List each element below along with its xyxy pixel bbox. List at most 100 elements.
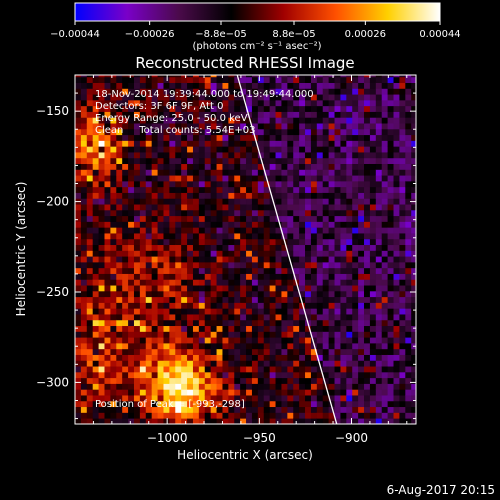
heatmap-cell xyxy=(299,325,306,332)
heatmap-cell xyxy=(210,308,217,315)
heatmap-cell xyxy=(399,175,406,182)
heatmap-cell xyxy=(364,169,371,176)
heatmap-cell xyxy=(240,395,247,402)
heatmap-cell xyxy=(322,76,330,83)
heatmap-cell xyxy=(163,215,170,222)
heatmap-cell xyxy=(228,238,235,246)
heatmap-cell xyxy=(405,209,412,217)
heatmap-cell xyxy=(110,400,117,408)
heatmap-cell xyxy=(222,140,229,147)
heatmap-cell xyxy=(340,325,347,332)
heatmap-cell xyxy=(198,354,206,361)
heatmap-cell xyxy=(246,82,253,89)
heatmap-cell xyxy=(310,111,318,118)
heatmap-cell xyxy=(80,134,88,141)
heatmap-cell xyxy=(151,354,158,361)
heatmap-cell xyxy=(151,366,158,373)
heatmap-cell xyxy=(358,371,365,379)
heatmap-cell xyxy=(322,406,330,413)
heatmap-cell xyxy=(251,186,259,193)
heatmap-cell xyxy=(381,261,389,269)
heatmap-cell xyxy=(322,261,330,269)
heatmap-cell xyxy=(399,244,406,251)
heatmap-cell xyxy=(104,395,111,402)
heatmap-cell xyxy=(334,169,341,176)
heatmap-cell xyxy=(198,267,206,274)
heatmap-cell xyxy=(240,371,247,379)
heatmap-cell xyxy=(216,412,223,419)
heatmap-cell xyxy=(240,186,247,193)
heatmap-cell xyxy=(216,128,223,136)
heatmap-cell xyxy=(98,354,105,361)
heatmap-cell xyxy=(387,389,394,396)
heatmap-cell xyxy=(293,348,300,355)
heatmap-cell xyxy=(234,256,241,263)
heatmap-cell xyxy=(128,354,135,361)
heatmap-cell xyxy=(98,94,105,101)
heatmap-cell xyxy=(299,418,306,424)
heatmap-cell xyxy=(328,227,335,234)
heatmap-cell xyxy=(246,256,253,263)
heatmap-cell xyxy=(163,117,170,124)
heatmap-cell xyxy=(246,308,253,315)
heatmap-cell xyxy=(169,198,176,205)
heatmap-cell xyxy=(110,117,117,124)
heatmap-cell xyxy=(305,180,312,188)
heatmap-cell xyxy=(151,198,158,205)
heatmap-cell xyxy=(198,76,206,83)
heatmap-cell xyxy=(364,308,371,315)
heatmap-cell xyxy=(287,308,294,315)
heatmap-cell xyxy=(75,273,82,280)
heatmap-cell xyxy=(228,75,235,78)
heatmap-cell xyxy=(234,146,241,153)
heatmap-cell xyxy=(145,383,153,390)
heatmap-cell xyxy=(216,99,223,107)
heatmap-cell xyxy=(246,290,253,298)
heatmap-cell xyxy=(310,221,318,228)
heatmap-cell xyxy=(346,215,353,222)
heatmap-cell xyxy=(75,123,82,130)
heatmap-cell xyxy=(257,169,265,176)
heatmap-cell xyxy=(381,412,389,419)
heatmap-cell xyxy=(405,366,412,373)
heatmap-cell xyxy=(187,418,194,424)
heatmap-cell xyxy=(133,152,141,159)
heatmap-cell xyxy=(269,400,276,408)
heatmap-cell xyxy=(310,406,318,413)
heatmap-cell xyxy=(157,192,164,199)
heatmap-cell xyxy=(169,244,176,251)
heatmap-cell xyxy=(281,377,288,384)
heatmap-cell xyxy=(80,244,88,251)
heatmap-cell xyxy=(175,140,182,147)
heatmap-cell xyxy=(80,256,88,263)
heatmap-cell xyxy=(157,418,164,424)
heatmap-cell xyxy=(116,215,123,222)
heatmap-cell xyxy=(411,279,416,286)
heatmap-cell xyxy=(139,169,147,176)
heatmap-cell xyxy=(216,180,223,188)
heatmap-cell xyxy=(86,261,94,269)
heatmap-cell xyxy=(157,146,164,153)
heatmap-cell xyxy=(275,371,282,379)
heatmap-cell xyxy=(334,325,341,332)
heatmap-cell xyxy=(281,186,288,193)
heatmap-cell xyxy=(181,296,188,303)
heatmap-cell xyxy=(281,105,288,112)
heatmap-cell xyxy=(86,134,94,141)
heatmap-cell xyxy=(128,204,135,211)
heatmap-cell xyxy=(222,105,229,112)
heatmap-cell xyxy=(346,180,353,188)
heatmap-cell xyxy=(210,227,217,234)
heatmap-cell xyxy=(263,406,271,413)
heatmap-cell xyxy=(369,389,377,396)
heatmap-cell xyxy=(334,192,341,199)
heatmap-cell xyxy=(122,285,129,292)
heatmap-cell xyxy=(246,198,253,205)
heatmap-cell xyxy=(269,175,276,182)
heatmap-cell xyxy=(175,267,182,274)
heatmap-cell xyxy=(222,221,229,228)
heatmap-cell xyxy=(316,75,324,78)
heatmap-cell xyxy=(80,308,88,315)
heatmap-cell xyxy=(257,111,265,118)
heatmap-cell xyxy=(169,105,176,112)
